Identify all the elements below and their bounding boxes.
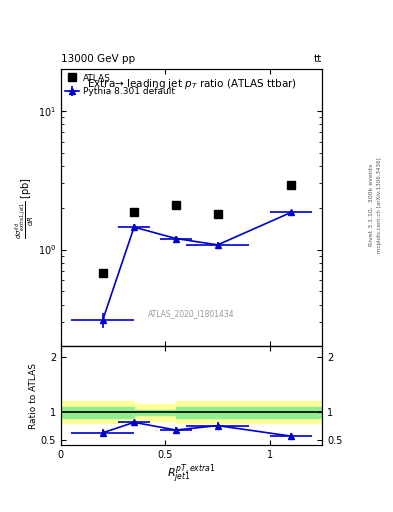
X-axis label: $R_{jet1}^{pT,extra1}$: $R_{jet1}^{pT,extra1}$ [167, 463, 216, 486]
Text: tt: tt [314, 54, 322, 64]
ATLAS [288, 182, 293, 188]
Legend: ATLAS, Pythia 8.301 default: ATLAS, Pythia 8.301 default [64, 72, 176, 98]
Line: ATLAS: ATLAS [99, 182, 295, 276]
Y-axis label: Ratio to ATLAS: Ratio to ATLAS [29, 363, 38, 429]
Text: Rivet 3.1.10,  300k events: Rivet 3.1.10, 300k events [369, 163, 374, 246]
Text: 13000 GeV pp: 13000 GeV pp [61, 54, 135, 64]
ATLAS [174, 202, 178, 208]
ATLAS [132, 209, 136, 216]
ATLAS [100, 270, 105, 276]
ATLAS [215, 211, 220, 217]
Text: Extra→ leading jet $p_T$ ratio (ATLAS ttbar): Extra→ leading jet $p_T$ ratio (ATLAS tt… [86, 77, 297, 92]
Y-axis label: $\frac{d\sigma^{fid}_{extra1,jet1}}{dR}$ [pb]: $\frac{d\sigma^{fid}_{extra1,jet1}}{dR}$… [13, 177, 36, 239]
Text: ATLAS_2020_I1801434: ATLAS_2020_I1801434 [148, 309, 235, 317]
Text: mcplots.cern.ch [arXiv:1306.3436]: mcplots.cern.ch [arXiv:1306.3436] [377, 157, 382, 252]
